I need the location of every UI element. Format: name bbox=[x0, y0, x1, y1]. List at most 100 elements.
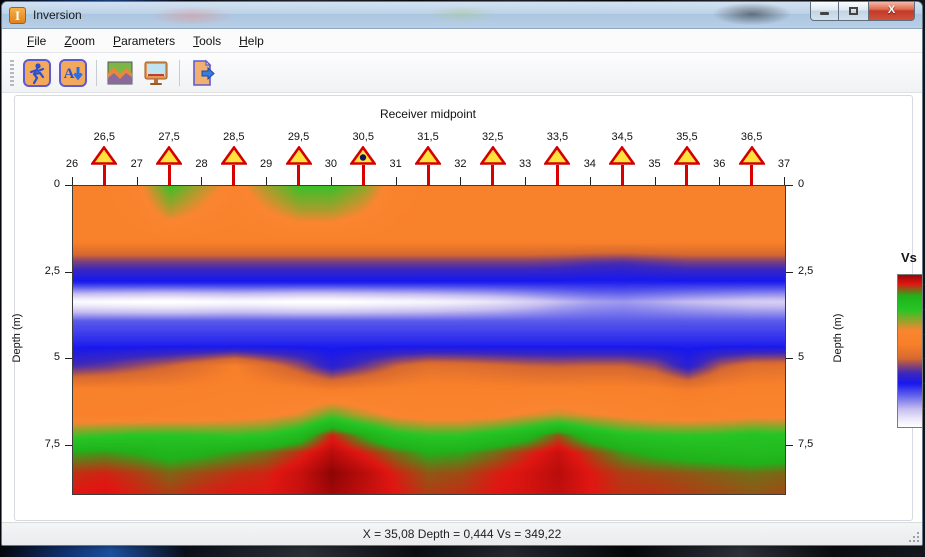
x-tick-label: 31 bbox=[389, 158, 402, 170]
toolbar-grip[interactable] bbox=[10, 59, 14, 86]
receiver-label: 28,5 bbox=[223, 131, 245, 143]
maximize-icon bbox=[849, 7, 858, 15]
receiver-triangle-icon bbox=[285, 146, 312, 165]
depth-axis-label-left: Depth (m) bbox=[11, 313, 23, 363]
receiver-triangle-icon bbox=[738, 146, 765, 165]
maximize-button[interactable] bbox=[839, 2, 868, 21]
toolbar-separator bbox=[96, 59, 97, 86]
menu-bar: File Zoom Parameters Tools Help bbox=[2, 29, 922, 53]
menu-zoom[interactable]: Zoom bbox=[64, 33, 96, 48]
receiver-stem bbox=[361, 165, 365, 185]
menu-help[interactable]: Help bbox=[239, 33, 264, 48]
depth-tick-right bbox=[786, 185, 793, 186]
depth-axis-label-right: Depth (m) bbox=[832, 313, 844, 363]
colorbar-tick bbox=[923, 308, 925, 310]
x-tick bbox=[136, 177, 138, 185]
x-tick-label: 32 bbox=[454, 158, 467, 170]
plot-image-icon bbox=[107, 61, 133, 84]
toolbar: A bbox=[2, 53, 922, 93]
receiver-label: 35,5 bbox=[676, 131, 698, 143]
receiver-label: 29,5 bbox=[287, 131, 310, 143]
x-tick-label: 34 bbox=[583, 158, 596, 170]
app-icon: I bbox=[9, 7, 26, 24]
colorbar-tick bbox=[923, 333, 925, 335]
x-tick bbox=[330, 177, 332, 185]
receiver-stem bbox=[620, 165, 624, 185]
colorbar-tick bbox=[923, 408, 925, 410]
close-button[interactable]: X bbox=[868, 2, 915, 21]
receiver-triangle-icon bbox=[544, 146, 571, 165]
toolbar-separator bbox=[179, 59, 180, 86]
text-export-button[interactable]: A bbox=[57, 57, 89, 89]
x-tick-label: 29 bbox=[260, 158, 273, 170]
export-file-button[interactable] bbox=[187, 57, 219, 89]
menu-parameters[interactable]: Parameters bbox=[113, 33, 176, 48]
x-tick bbox=[654, 177, 656, 185]
colorbar-tick bbox=[923, 358, 925, 360]
menu-file[interactable]: File bbox=[27, 33, 47, 48]
svg-text:A: A bbox=[64, 66, 75, 82]
receiver-triangle-icon bbox=[91, 146, 118, 165]
x-tick bbox=[719, 177, 721, 185]
colorbar-canvas bbox=[897, 274, 923, 428]
text-export-icon: A bbox=[59, 58, 87, 87]
x-tick-label: 35 bbox=[648, 158, 661, 170]
depth-tick-left bbox=[65, 185, 72, 186]
receiver-stem bbox=[102, 165, 106, 185]
receiver-marker: 33,5 bbox=[544, 131, 571, 185]
run-icon bbox=[23, 58, 51, 87]
plot-title: Receiver midpoint bbox=[379, 107, 477, 121]
receiver-marker: 27,5 bbox=[156, 131, 183, 185]
x-tick-label: 26 bbox=[65, 158, 79, 170]
resize-grip[interactable] bbox=[909, 532, 919, 542]
depth-tick-left bbox=[65, 271, 72, 273]
x-tick bbox=[72, 177, 73, 185]
x-tick-label: 27 bbox=[130, 158, 143, 170]
depth-tick-label-left: 5 bbox=[53, 351, 60, 364]
receiver-stem bbox=[750, 165, 754, 185]
receiver-stem bbox=[167, 165, 171, 185]
depth-tick-right bbox=[786, 444, 793, 446]
receiver-marker: 34,5 bbox=[609, 131, 636, 185]
receiver-label: 34,5 bbox=[611, 131, 633, 143]
x-tick-label: 36 bbox=[713, 158, 726, 170]
colorbar-title: Vs bbox=[901, 250, 917, 265]
depth-tick-left bbox=[65, 358, 72, 360]
colorbar-tick bbox=[923, 283, 925, 285]
x-tick bbox=[784, 177, 785, 185]
minimize-button[interactable] bbox=[810, 2, 839, 21]
plot-image-button[interactable] bbox=[104, 57, 136, 89]
close-icon: X bbox=[887, 4, 896, 16]
menu-tools[interactable]: Tools bbox=[193, 33, 222, 48]
x-tick bbox=[589, 177, 591, 185]
depth-tick-label-right: 5 bbox=[798, 351, 805, 364]
receiver-stem bbox=[491, 165, 495, 185]
minimize-icon bbox=[820, 12, 829, 15]
depth-tick-label-right: 2,5 bbox=[798, 264, 814, 277]
receiver-triangle-icon bbox=[479, 146, 506, 165]
receiver-marker: 35,5 bbox=[673, 131, 700, 185]
receiver-triangle-icon bbox=[350, 146, 377, 165]
x-tick-label: 28 bbox=[195, 158, 208, 170]
receiver-marker: 26,5 bbox=[91, 131, 118, 185]
receiver-triangle-icon bbox=[220, 146, 247, 165]
depth-tick-right bbox=[786, 358, 793, 360]
receiver-marker: 36,5 bbox=[738, 131, 765, 185]
depth-tick-label-right: 7,5 bbox=[798, 437, 814, 450]
receiver-label: 30,5 bbox=[352, 131, 374, 143]
receiver-label: 26,5 bbox=[93, 131, 116, 143]
x-tick bbox=[395, 177, 397, 185]
receiver-label: 31,5 bbox=[417, 131, 439, 143]
run-button[interactable] bbox=[21, 57, 53, 89]
plot-area: Receiver midpoint 26 27 28 29 30 31 32 33 34 35 36… bbox=[11, 107, 925, 495]
x-tick bbox=[525, 177, 527, 185]
receiver-triangle-icon bbox=[609, 146, 636, 165]
app-window: I Inversion X File Zoom Parameters Tools… bbox=[1, 1, 925, 546]
x-tick bbox=[201, 177, 203, 185]
colorbar-tick bbox=[923, 383, 925, 385]
title-bar[interactable]: I Inversion X bbox=[2, 2, 922, 29]
receiver-stem bbox=[232, 165, 236, 185]
screen-button[interactable] bbox=[140, 57, 172, 89]
depth-tick-label-left: 7,5 bbox=[44, 437, 60, 450]
heatmap-canvas[interactable] bbox=[72, 185, 786, 495]
